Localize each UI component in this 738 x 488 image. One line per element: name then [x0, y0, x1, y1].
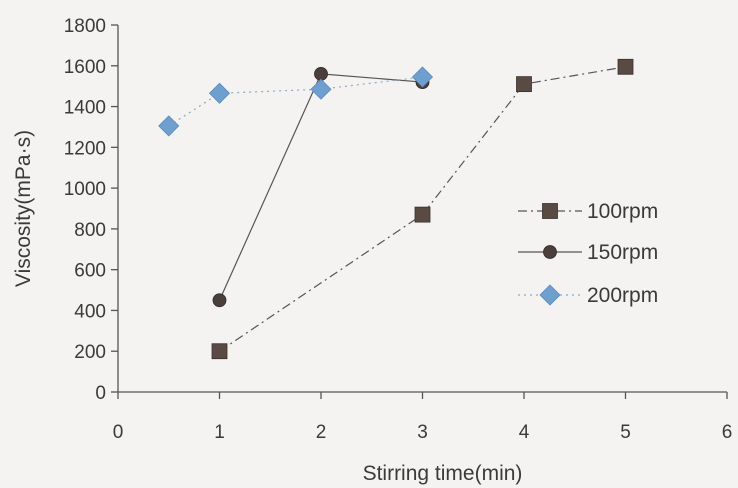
x-tick-label: 1	[214, 422, 225, 443]
point-150rpm	[314, 67, 328, 81]
y-tick-label: 1800	[64, 16, 106, 37]
y-tick-label: 800	[74, 220, 106, 241]
y-tick-label: 1000	[64, 179, 106, 200]
series-line-150rpm	[218, 73, 423, 301]
y-axis-title: Viscosity(mPa·s)	[12, 130, 35, 287]
legend-label-200rpm: 200rpm	[587, 284, 658, 307]
series-markers	[158, 58, 634, 360]
legend-label-100rpm: 100rpm	[587, 200, 658, 223]
point-100rpm	[211, 343, 228, 360]
x-tick-label: 2	[316, 422, 327, 443]
point-200rpm	[158, 115, 180, 137]
x-tick-label: 0	[113, 422, 124, 443]
point-200rpm	[208, 82, 231, 104]
legend-marker-200rpm	[539, 284, 561, 306]
x-axis-title: Stirring time(min)	[363, 462, 523, 485]
y-tick-label: 400	[74, 301, 106, 322]
x-tick-label: 5	[620, 422, 631, 443]
x-tick-label: 4	[519, 422, 530, 443]
y-tick-label: 0	[95, 383, 106, 404]
y-tick-label: 1600	[64, 57, 106, 78]
x-tick-label: 6	[722, 422, 733, 443]
series-line-100rpm	[219, 66, 626, 352]
axes: 0 200 400 600 800 1000 1200 1400 1600 1800 0 1 2 3 4 5 6	[64, 16, 733, 443]
point-150rpm	[212, 293, 227, 308]
y-tick-label: 200	[74, 342, 106, 363]
point-200rpm	[310, 78, 332, 100]
point-100rpm	[414, 206, 431, 223]
legend: 100rpm 150rpm 200rpm	[518, 200, 658, 307]
series-line-200rpm	[168, 76, 423, 127]
legend-marker-100rpm	[542, 203, 558, 219]
x-tick-label: 3	[417, 422, 428, 443]
y-tick-label: 1200	[64, 138, 106, 159]
legend-label-150rpm: 150rpm	[587, 241, 658, 264]
point-200rpm	[411, 66, 434, 88]
point-100rpm	[617, 58, 634, 75]
point-100rpm	[516, 76, 532, 93]
legend-marker-150rpm	[543, 245, 557, 259]
y-tick-label: 1400	[64, 98, 106, 119]
y-tick-label: 600	[74, 261, 106, 282]
